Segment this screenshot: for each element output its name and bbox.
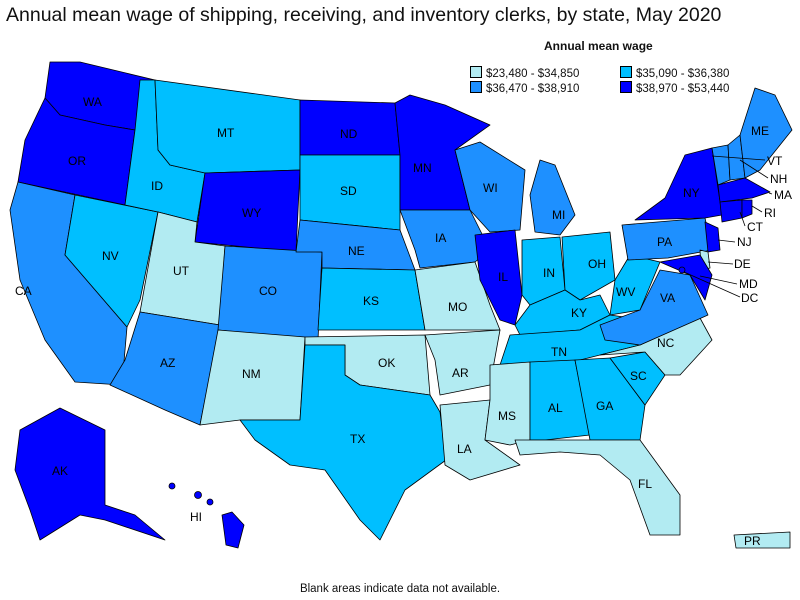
state-PA[interactable]: [621, 217, 713, 261]
state-RI[interactable]: [741, 199, 753, 219]
label-CT: CT: [747, 220, 764, 234]
label-ME: ME: [751, 124, 769, 138]
label-HI: HI: [190, 510, 202, 524]
label-LA: LA: [457, 442, 472, 456]
label-WA: WA: [83, 95, 102, 109]
legend-item-2: $35,090 - $36,380: [620, 66, 729, 80]
label-CA: CA: [15, 284, 32, 298]
legend-label-1: $23,480 - $34,850: [486, 68, 580, 80]
state-AL[interactable]: [529, 359, 591, 441]
label-AZ: AZ: [160, 356, 175, 370]
state-WI[interactable]: [454, 141, 526, 233]
label-NY: NY: [683, 186, 700, 200]
label-RI: RI: [764, 206, 776, 220]
label-NM: NM: [242, 367, 261, 381]
label-KY: KY: [571, 306, 587, 320]
label-VA: VA: [660, 291, 675, 305]
state-TX[interactable]: [239, 344, 447, 541]
label-IA: IA: [435, 231, 446, 245]
label-SD: SD: [340, 184, 357, 198]
label-MS: MS: [498, 409, 516, 423]
legend-swatch-1: [470, 66, 482, 78]
label-PA: PA: [657, 235, 672, 249]
label-OR: OR: [68, 154, 86, 168]
label-IL: IL: [498, 270, 508, 284]
legend-title: Annual mean wage: [544, 39, 653, 53]
legend-label-2: $35,090 - $36,380: [636, 68, 730, 80]
legend-item-1: $23,480 - $34,850: [470, 66, 579, 80]
label-WY: WY: [242, 206, 261, 220]
label-MA: MA: [774, 188, 792, 202]
state-DC[interactable]: [678, 266, 686, 274]
label-NH: NH: [770, 172, 787, 186]
footnote: Blank areas indicate data not available.: [299, 583, 501, 595]
label-GA: GA: [596, 399, 613, 413]
label-AL: AL: [548, 401, 563, 415]
state-OH[interactable]: [561, 231, 616, 301]
state-PR[interactable]: [733, 531, 791, 549]
label-FL: FL: [638, 477, 652, 491]
state-MI[interactable]: [529, 159, 576, 236]
label-MN: MN: [413, 161, 432, 175]
label-OK: OK: [378, 356, 395, 370]
state-NJ[interactable]: [704, 221, 721, 253]
label-AK: AK: [52, 464, 68, 478]
label-MD: MD: [739, 277, 758, 291]
legend-swatch-4: [620, 81, 632, 93]
legend-item-4: $38,970 - $53,440: [620, 81, 729, 95]
state-VA[interactable]: [599, 269, 709, 346]
label-TN: TN: [551, 345, 567, 359]
label-AR: AR: [452, 366, 469, 380]
state-AK[interactable]: [14, 407, 166, 541]
label-NE: NE: [348, 244, 365, 258]
state-FL[interactable]: [514, 439, 681, 536]
label-CO: CO: [259, 284, 277, 298]
label-NV: NV: [102, 249, 119, 263]
label-PR: PR: [744, 534, 761, 548]
label-IN: IN: [543, 266, 555, 280]
legend-item-3: $36,470 - $38,910: [470, 81, 579, 95]
label-MT: MT: [217, 126, 235, 140]
label-SC: SC: [630, 369, 647, 383]
state-NY[interactable]: [634, 147, 723, 221]
label-MO: MO: [448, 300, 467, 314]
state-HI-island-1: [168, 482, 176, 490]
state-MA[interactable]: [717, 177, 771, 203]
legend-label-3: $36,470 - $38,910: [486, 83, 580, 95]
map-title: Annual mean wage of shipping, receiving,…: [6, 4, 722, 26]
label-VT: VT: [767, 154, 783, 168]
legend-swatch-3: [470, 81, 482, 93]
state-GA[interactable]: [574, 357, 646, 441]
label-MI: MI: [552, 208, 565, 222]
label-OH: OH: [588, 257, 606, 271]
label-DC: DC: [741, 291, 759, 305]
state-HI-island-3: [206, 498, 214, 506]
label-TX: TX: [350, 432, 365, 446]
label-NC: NC: [657, 336, 675, 350]
state-HI-island-2: [194, 491, 202, 499]
label-NJ: NJ: [737, 235, 752, 249]
state-CT[interactable]: [719, 199, 743, 223]
legend-swatch-2: [620, 66, 632, 78]
label-ID: ID: [151, 179, 163, 193]
label-DE: DE: [734, 257, 751, 271]
label-WI: WI: [483, 181, 498, 195]
label-ND: ND: [340, 127, 358, 141]
label-WV: WV: [616, 285, 635, 299]
state-HI[interactable]: [221, 511, 245, 549]
legend-label-4: $38,970 - $53,440: [636, 83, 730, 95]
label-KS: KS: [363, 294, 379, 308]
label-UT: UT: [173, 264, 190, 278]
state-AR[interactable]: [424, 329, 501, 396]
state-MS[interactable]: [484, 361, 531, 446]
